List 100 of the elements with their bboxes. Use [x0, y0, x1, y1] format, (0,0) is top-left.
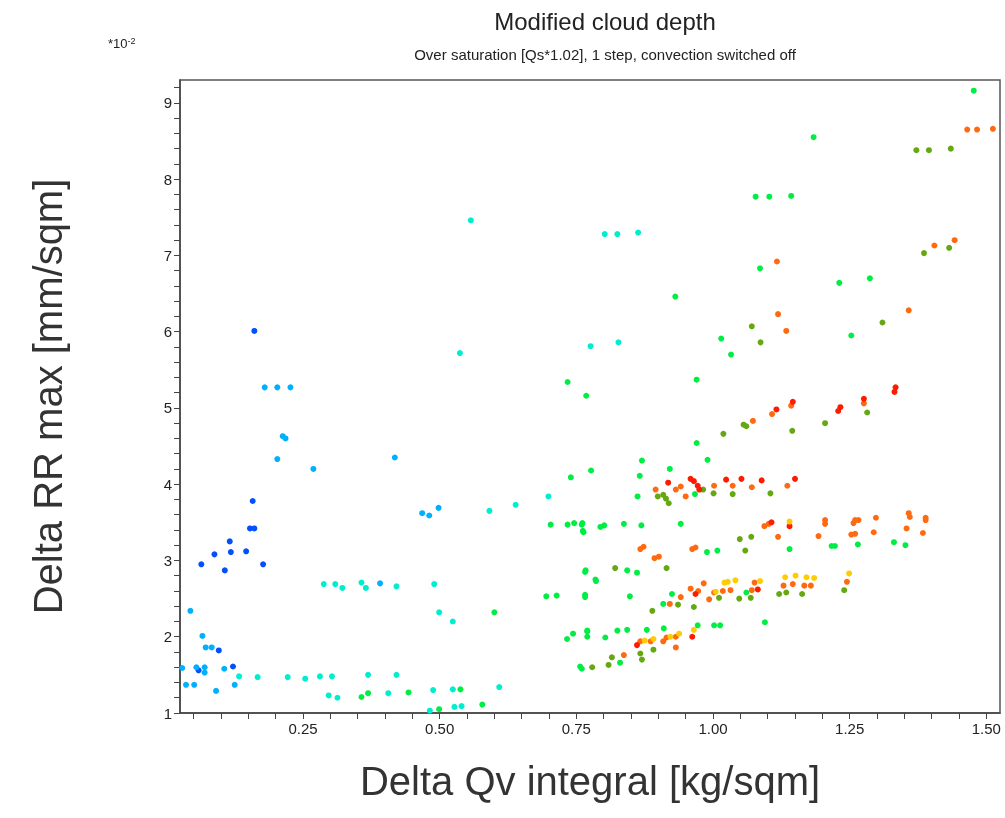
- point: [634, 642, 641, 649]
- point: [860, 395, 867, 402]
- point: [320, 581, 327, 588]
- point: [358, 579, 365, 586]
- point: [665, 500, 672, 507]
- point: [249, 497, 256, 504]
- point: [638, 656, 645, 663]
- chart-title: Modified cloud depth: [494, 7, 716, 35]
- point: [393, 671, 400, 678]
- point: [846, 570, 853, 577]
- point: [792, 475, 798, 482]
- x-axis-title: Delta Qv integral [kg/sqm]: [359, 759, 821, 803]
- point: [284, 674, 291, 681]
- point: [385, 690, 392, 697]
- point: [449, 686, 456, 693]
- point: [419, 510, 426, 517]
- y-axis-title: Delta RR max [mm/sqm]: [26, 178, 70, 615]
- point: [676, 630, 683, 637]
- point: [274, 456, 281, 463]
- point: [310, 465, 317, 472]
- point: [782, 574, 789, 581]
- point: [783, 589, 790, 596]
- point: [811, 575, 818, 582]
- point: [328, 673, 335, 680]
- point: [230, 663, 237, 670]
- point: [231, 681, 238, 688]
- point: [675, 601, 682, 608]
- point: [921, 250, 928, 257]
- point: [754, 586, 761, 593]
- point: [614, 231, 621, 238]
- point: [864, 409, 871, 416]
- point: [667, 633, 674, 640]
- point: [803, 574, 810, 581]
- point: [362, 584, 369, 591]
- point: [589, 664, 596, 671]
- point: [202, 644, 209, 651]
- x-tick-label: 0.25: [288, 720, 318, 737]
- point: [663, 565, 670, 572]
- point: [431, 581, 438, 588]
- point: [187, 607, 194, 614]
- x-tick-label: 1.50: [971, 720, 1001, 737]
- point: [641, 637, 648, 644]
- point: [198, 561, 205, 568]
- point: [334, 694, 341, 701]
- point: [723, 476, 730, 483]
- point: [689, 633, 696, 640]
- point: [748, 323, 755, 330]
- point: [608, 654, 615, 661]
- point: [254, 674, 261, 681]
- y-tick-label: 4: [163, 475, 172, 493]
- point: [792, 572, 799, 579]
- point: [767, 490, 774, 497]
- point: [841, 587, 848, 594]
- point: [302, 675, 309, 682]
- point: [451, 703, 458, 710]
- point: [211, 551, 218, 558]
- point: [316, 673, 323, 680]
- point: [251, 327, 258, 334]
- point: [430, 687, 437, 694]
- point: [650, 646, 657, 653]
- y-tick-label: 8: [163, 170, 172, 188]
- point: [227, 549, 234, 556]
- point: [199, 632, 206, 639]
- point: [274, 384, 281, 391]
- point: [720, 430, 727, 437]
- point: [729, 491, 736, 498]
- point: [393, 583, 400, 590]
- point: [183, 681, 190, 688]
- point: [789, 427, 796, 434]
- point: [879, 319, 886, 326]
- point: [365, 671, 372, 678]
- point: [287, 384, 294, 391]
- y-tick-label: 6: [163, 323, 172, 341]
- point: [747, 594, 754, 601]
- x-tick-label: 0.50: [425, 720, 455, 737]
- point: [913, 147, 920, 154]
- point: [435, 504, 442, 511]
- point: [732, 577, 739, 584]
- point: [458, 703, 465, 710]
- point: [786, 518, 793, 525]
- point: [690, 603, 697, 610]
- point: [799, 591, 806, 598]
- point: [692, 591, 699, 598]
- point: [456, 350, 463, 357]
- point: [757, 339, 764, 346]
- point: [436, 609, 443, 616]
- point: [891, 388, 898, 395]
- point: [236, 673, 243, 680]
- point: [612, 565, 619, 572]
- point: [716, 594, 723, 601]
- point: [221, 665, 228, 672]
- point: [496, 684, 503, 691]
- point: [654, 493, 661, 500]
- point: [662, 495, 669, 502]
- point: [947, 145, 954, 152]
- point: [615, 339, 622, 346]
- point: [635, 229, 642, 236]
- point: [215, 647, 222, 654]
- y-tick-label: 1: [163, 704, 172, 722]
- point: [773, 406, 780, 413]
